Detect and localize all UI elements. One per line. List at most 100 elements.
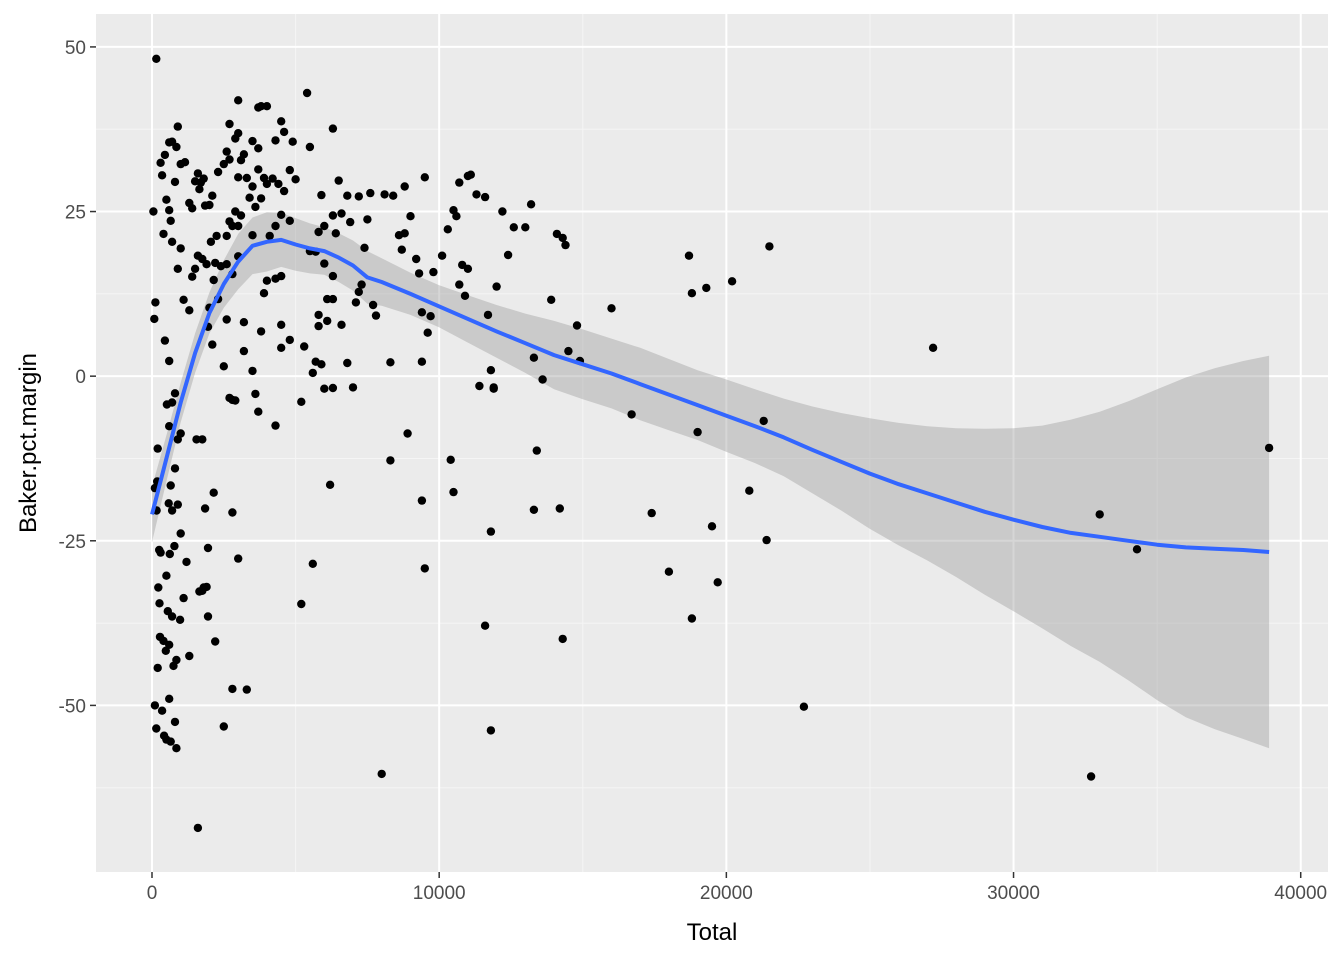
data-point	[429, 267, 438, 277]
smooth-line-layer	[150, 237, 1270, 554]
data-point	[300, 342, 309, 351]
data-point	[400, 182, 409, 191]
data-point	[371, 311, 381, 320]
data-point	[343, 358, 352, 368]
data-point	[389, 191, 398, 200]
data-point	[417, 357, 427, 366]
data-point	[320, 384, 329, 393]
data-point	[155, 599, 164, 608]
data-point	[162, 571, 171, 580]
data-point	[222, 147, 231, 156]
data-point	[160, 336, 170, 345]
y-tick-label: 25	[65, 203, 86, 224]
data-point	[193, 251, 203, 260]
data-point	[164, 499, 173, 508]
data-point	[452, 212, 461, 221]
data-point	[239, 150, 249, 159]
data-point	[302, 88, 312, 98]
data-point	[647, 508, 656, 518]
data-point	[386, 456, 395, 465]
data-point	[558, 233, 567, 243]
data-point	[279, 127, 289, 137]
data-point	[323, 316, 332, 326]
data-point	[198, 435, 207, 444]
data-point	[762, 535, 771, 545]
data-point	[262, 179, 272, 189]
data-point	[172, 744, 181, 753]
data-point	[162, 195, 171, 204]
data-point	[222, 315, 231, 324]
data-point	[346, 217, 355, 227]
data-point	[157, 171, 167, 180]
data-point	[262, 276, 272, 285]
data-point	[165, 694, 174, 703]
data-point	[443, 225, 452, 234]
data-point	[277, 271, 286, 281]
data-point	[572, 321, 582, 330]
data-point	[182, 557, 191, 567]
data-point	[248, 366, 257, 376]
data-point	[480, 192, 490, 202]
data-point	[555, 504, 564, 513]
data-point	[297, 397, 306, 406]
data-point	[687, 614, 697, 623]
data-point	[317, 360, 326, 369]
data-point	[437, 251, 447, 260]
data-point	[417, 496, 427, 505]
data-point	[928, 343, 938, 352]
data-point	[152, 54, 161, 63]
data-point	[277, 343, 286, 352]
data-point	[403, 429, 412, 438]
data-point	[366, 188, 375, 198]
data-point	[526, 200, 536, 209]
data-point	[193, 169, 203, 178]
data-point	[254, 144, 263, 153]
data-point	[242, 685, 251, 694]
data-point	[277, 117, 286, 126]
data-point	[397, 245, 406, 254]
data-point	[529, 353, 539, 362]
data-point	[1132, 545, 1142, 554]
data-point	[153, 444, 162, 453]
data-point	[446, 455, 455, 464]
data-point	[687, 289, 697, 298]
data-point	[765, 242, 774, 251]
data-point	[165, 549, 174, 559]
data-point	[176, 244, 185, 253]
data-point	[285, 216, 294, 225]
data-point	[225, 155, 234, 164]
y-tick-label: -25	[59, 532, 86, 553]
data-point	[179, 593, 188, 603]
data-point	[558, 634, 567, 644]
data-point	[417, 308, 427, 317]
data-point	[727, 277, 737, 286]
data-point	[195, 185, 204, 194]
data-point	[799, 702, 809, 711]
data-point	[664, 567, 674, 576]
data-point	[231, 396, 240, 405]
data-point	[486, 726, 496, 735]
data-point	[320, 259, 329, 268]
data-point	[205, 200, 214, 210]
data-point	[354, 192, 363, 201]
data-point	[222, 260, 231, 269]
data-point	[179, 295, 188, 304]
x-axis-title: Total	[687, 919, 738, 946]
data-point	[213, 167, 223, 177]
data-point	[538, 375, 547, 384]
data-point	[1086, 772, 1096, 781]
smooth-trend-line	[150, 237, 1270, 554]
data-point	[208, 340, 217, 349]
data-point	[239, 346, 249, 356]
data-point	[455, 178, 464, 187]
data-point	[337, 320, 346, 329]
data-point	[236, 211, 246, 220]
data-point	[212, 231, 221, 241]
data-point	[483, 310, 493, 320]
data-point	[193, 823, 203, 833]
confidence-band	[152, 212, 1270, 749]
data-point	[363, 215, 372, 224]
y-tick-label: 0	[75, 367, 86, 388]
data-point	[521, 223, 530, 232]
